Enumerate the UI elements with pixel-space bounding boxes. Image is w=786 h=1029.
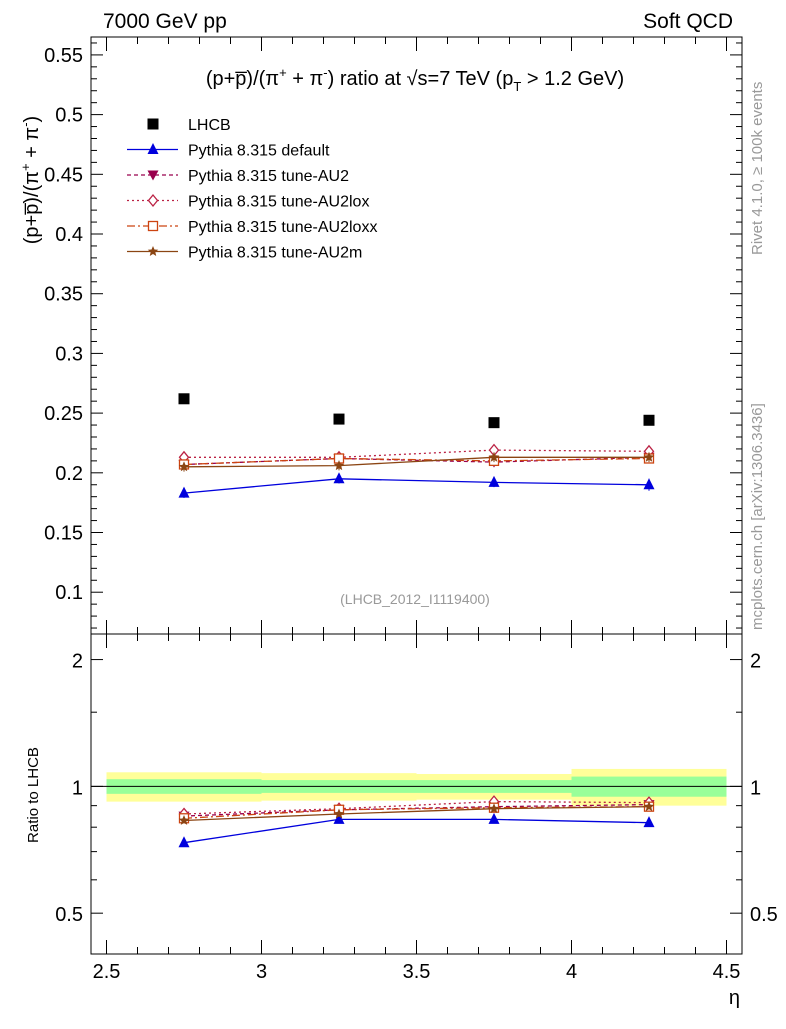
data-point [178, 393, 190, 405]
data-point [333, 413, 345, 425]
header-left: 7000 GeV pp [103, 10, 227, 33]
legend-marker [147, 170, 159, 181]
ratio-y-tick-label-right: 1 [750, 777, 761, 799]
ylabel-part-3: + π [21, 127, 43, 164]
data-point [643, 451, 655, 462]
legend-entry-1: Pythia 8.315 default [127, 143, 330, 160]
ylabel-part-1: (p+p̅)/(π [21, 171, 43, 244]
legend-marker [147, 193, 159, 208]
legend-entry-0: LHCB [147, 117, 231, 134]
legend-label: Pythia 8.315 tune-AU2loxx [188, 219, 377, 236]
main-y-tick-label: 0.45 [44, 164, 83, 186]
data-point [178, 486, 190, 498]
x-axis-label: η [729, 987, 740, 1009]
ratio-line [183, 806, 650, 822]
x-tick-label: 4.5 [713, 961, 741, 983]
data-point [643, 414, 655, 426]
ylabel-part-2: + [18, 163, 33, 171]
title-part-3: + π [287, 68, 324, 90]
ratio-panel-axes: 0.5 0.5 1 1 2 2 2.5 3 3.5 4 4.5 [55, 634, 778, 983]
ratio-y-tick-label-left: 1 [72, 777, 83, 799]
data-point [178, 461, 190, 472]
x-tick-label: 3.5 [403, 961, 431, 983]
legend-entry-5: Pythia 8.315 tune-AU2m [127, 245, 362, 262]
ratio-series-4 [178, 801, 655, 825]
title-part-6: T [513, 79, 521, 94]
data-point [643, 478, 655, 490]
ratio-point [488, 812, 500, 824]
ratio-y-tick-label-right: 2 [750, 651, 761, 673]
title-part-5: ) ratio at √s=7 TeV (p [328, 68, 514, 90]
main-panel-series [178, 393, 655, 498]
main-y-tick-label: 0.1 [55, 582, 83, 604]
legend-marker [147, 143, 159, 154]
ylabel-part-4: - [18, 122, 33, 126]
main-y-tick-label: 0.2 [55, 463, 83, 485]
ratio-point [178, 814, 190, 825]
main-y-label: (p+p̅)/(π+ + π-) [18, 116, 43, 244]
legend-label: Pythia 8.315 tune-AU2 [188, 168, 349, 185]
series-1 [178, 472, 655, 498]
x-tick-label: 4 [566, 961, 577, 983]
legend-label: Pythia 8.315 default [188, 143, 330, 160]
data-point [333, 472, 345, 484]
ratio-point [178, 836, 190, 848]
x-tick-label: 2.5 [93, 961, 121, 983]
ratio-y-label: Ratio to LHCB [25, 747, 42, 843]
main-panel-axes: 0.1 0.15 0.2 0.25 0.3 0.35 0.4 0.45 0.5 0.55 [44, 37, 742, 634]
ratio-y-tick-label-left: 0.5 [55, 904, 83, 926]
main-y-tick-label: 0.5 [55, 105, 83, 127]
title-part-7: > 1.2 GeV) [521, 68, 624, 90]
series-0 [178, 393, 655, 429]
main-y-tick-label: 0.25 [44, 403, 83, 425]
legend-label: Pythia 8.315 tune-AU2m [188, 245, 362, 262]
series-line [183, 457, 650, 466]
chart-title: (p+p̅)/(π+ + π-) ratio at √s=7 TeV (pT >… [206, 65, 624, 94]
series-5 [178, 451, 655, 472]
legend-entry-4: Pythia 8.315 tune-AU2loxx [127, 219, 377, 236]
series-line [183, 478, 650, 494]
watermark: (LHCB_2012_I1119400) [340, 591, 490, 607]
main-y-tick-label: 0.4 [55, 224, 83, 246]
data-point [333, 460, 345, 471]
ratio-y-tick-label-right: 0.5 [750, 904, 778, 926]
ratio-point [643, 816, 655, 828]
ratio-y-tick-label-left: 2 [72, 651, 83, 673]
legend: LHCB Pythia 8.315 default Pythia 8.315 tun… [127, 117, 377, 262]
title-part-2: + [279, 65, 287, 80]
series-line [184, 449, 650, 458]
title-part-1: (p+p̅)/(π [206, 68, 279, 90]
data-point [488, 475, 500, 487]
ratio-point [643, 801, 655, 812]
legend-marker [147, 246, 159, 256]
legend-label: Pythia 8.315 tune-AU2lox [188, 194, 369, 211]
ylabel-part-5: ) [21, 116, 43, 123]
legend-entry-2: Pythia 8.315 tune-AU2 [127, 168, 349, 185]
title-part-4: - [323, 65, 327, 80]
legend-label: LHCB [188, 117, 231, 134]
data-point [488, 417, 500, 429]
main-y-tick-label: 0.3 [55, 343, 83, 365]
header-right: Soft QCD [643, 10, 733, 33]
ratio-point [333, 812, 345, 824]
ratio-panel-series [178, 795, 655, 848]
main-y-tick-label: 0.15 [44, 523, 83, 545]
data-point [488, 451, 500, 462]
legend-marker [147, 220, 159, 232]
rivet-label: Rivet 4.1.0, ≥ 100k events [749, 82, 766, 255]
main-y-tick-label: 0.35 [44, 284, 83, 306]
main-y-tick-label: 0.55 [44, 45, 83, 67]
series-line [183, 456, 649, 468]
x-tick-label: 3 [256, 961, 267, 983]
ratio-line [183, 803, 650, 817]
ratio-line [183, 818, 650, 844]
legend-marker [147, 118, 159, 130]
ratio-point [488, 803, 500, 814]
mcplots-label: mcplots.cern.ch [arXiv:1306.3436] [749, 403, 766, 630]
legend-entry-3: Pythia 8.315 tune-AU2lox [127, 194, 369, 211]
ratio-series-0 [178, 812, 655, 848]
ratio-point [333, 808, 345, 819]
